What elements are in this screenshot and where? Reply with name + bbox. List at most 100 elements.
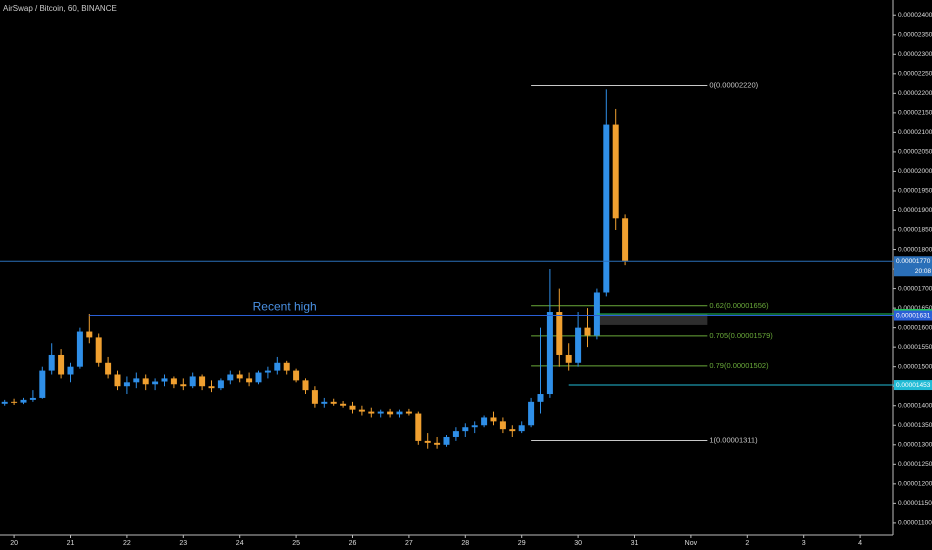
- candle-body: [255, 372, 262, 383]
- candle-body: [377, 411, 384, 414]
- x-tick-label: 23: [179, 540, 187, 547]
- x-tick-label: 3: [802, 540, 806, 547]
- price-sublabel: 20:08: [915, 268, 932, 275]
- candle-body: [1, 401, 8, 404]
- candle-body: [462, 427, 469, 432]
- price-label: 0.00001770: [896, 258, 931, 265]
- x-tick-label: Nov: [685, 540, 698, 547]
- x-tick-label: 20: [10, 540, 18, 547]
- candle-body: [11, 401, 18, 403]
- candle-body: [405, 411, 412, 414]
- candle-body: [283, 362, 290, 371]
- y-tick-label: 0.00001650: [898, 305, 932, 312]
- candle-body: [434, 442, 441, 445]
- y-tick-label: 0.00001800: [898, 246, 932, 253]
- candle-body: [217, 380, 224, 389]
- candle-body: [48, 354, 55, 371]
- candle-body: [302, 380, 309, 391]
- fib-label: 0(0.00002220): [709, 81, 758, 90]
- y-tick-label: 0.00001600: [898, 324, 932, 331]
- candle-body: [340, 403, 347, 406]
- candle-body: [368, 411, 375, 414]
- x-tick-label: 31: [631, 540, 639, 547]
- y-tick-label: 0.00001150: [898, 500, 932, 507]
- candle-body: [396, 411, 403, 415]
- candle-body: [481, 417, 488, 426]
- y-tick-label: 0.00001950: [898, 188, 932, 195]
- x-tick-label: 28: [461, 540, 469, 547]
- y-tick-label: 0.00002300: [898, 51, 932, 58]
- fib-label: 1(0.00001311): [709, 435, 758, 444]
- candle-body: [264, 370, 271, 373]
- chart-title: AirSwap / Bitcoin, 60, BINANCE: [3, 4, 117, 13]
- candle-body: [490, 417, 497, 422]
- y-tick-label: 0.00002000: [898, 168, 932, 175]
- x-tick-label: 24: [236, 540, 244, 547]
- candle-body: [293, 370, 300, 381]
- price-label: 0.00001631: [896, 312, 931, 319]
- candle-body: [114, 374, 121, 387]
- candle-body: [528, 401, 535, 426]
- candle-body: [152, 381, 159, 385]
- x-tick-label: 26: [349, 540, 357, 547]
- fib-label: 0.62(0.00001656): [709, 301, 769, 310]
- line-annotation: Recent high: [253, 300, 317, 314]
- price-label: 0.00001453: [896, 382, 931, 389]
- candle-body: [227, 374, 234, 381]
- candle-body: [415, 413, 422, 441]
- y-tick-label: 0.00002250: [898, 71, 932, 78]
- y-tick-label: 0.00002050: [898, 149, 932, 156]
- y-tick-label: 0.00002400: [898, 12, 932, 19]
- candle-body: [67, 366, 74, 375]
- candle-body: [86, 331, 93, 338]
- y-tick-label: 0.00001350: [898, 422, 932, 429]
- y-tick-label: 0.00001200: [898, 481, 932, 488]
- y-tick-label: 0.00001900: [898, 207, 932, 214]
- fib-label: 0.79(0.00001502): [709, 361, 769, 370]
- candle-body: [537, 394, 544, 402]
- price-label-box: [894, 256, 932, 277]
- candle-body: [471, 425, 478, 428]
- candle-body: [20, 399, 27, 403]
- candle-body: [274, 362, 281, 371]
- candle-body: [452, 431, 459, 437]
- y-tick-label: 0.00001500: [898, 363, 932, 370]
- y-tick-label: 0.00001250: [898, 461, 932, 468]
- candle-body: [509, 429, 516, 432]
- candle-body: [321, 401, 328, 404]
- price-label-box: [894, 380, 932, 391]
- candle-body: [424, 440, 431, 443]
- y-tick-label: 0.00001300: [898, 442, 932, 449]
- candle-body: [170, 378, 177, 385]
- candle-body: [58, 354, 65, 375]
- candle-body: [236, 374, 243, 379]
- candle-body: [133, 378, 140, 383]
- candle-body: [603, 124, 610, 293]
- y-tick-label: 0.00001400: [898, 402, 932, 409]
- x-tick-label: 27: [405, 540, 413, 547]
- candle-body: [105, 362, 112, 375]
- y-tick-label: 0.00001700: [898, 285, 932, 292]
- y-tick-label: 0.00002350: [898, 31, 932, 38]
- x-tick-label: 29: [518, 540, 526, 547]
- y-tick-label: 0.00001100: [898, 520, 932, 527]
- candle-body: [123, 382, 130, 387]
- candle-body: [142, 378, 149, 385]
- candle-body: [556, 312, 563, 355]
- candle-body: [95, 337, 102, 363]
- candle-body: [622, 218, 629, 261]
- candle-body: [161, 378, 168, 382]
- price-label-box: [894, 310, 932, 321]
- x-tick-label: 30: [574, 540, 582, 547]
- candle-body: [358, 409, 365, 412]
- candle-body: [349, 405, 356, 410]
- candle-body: [189, 376, 196, 387]
- x-tick-label: 22: [123, 540, 131, 547]
- candle-body: [208, 386, 215, 389]
- y-tick-label: 0.00001850: [898, 227, 932, 234]
- candle-body: [565, 354, 572, 363]
- candle-body: [311, 390, 318, 404]
- x-tick-label: 2: [745, 540, 749, 547]
